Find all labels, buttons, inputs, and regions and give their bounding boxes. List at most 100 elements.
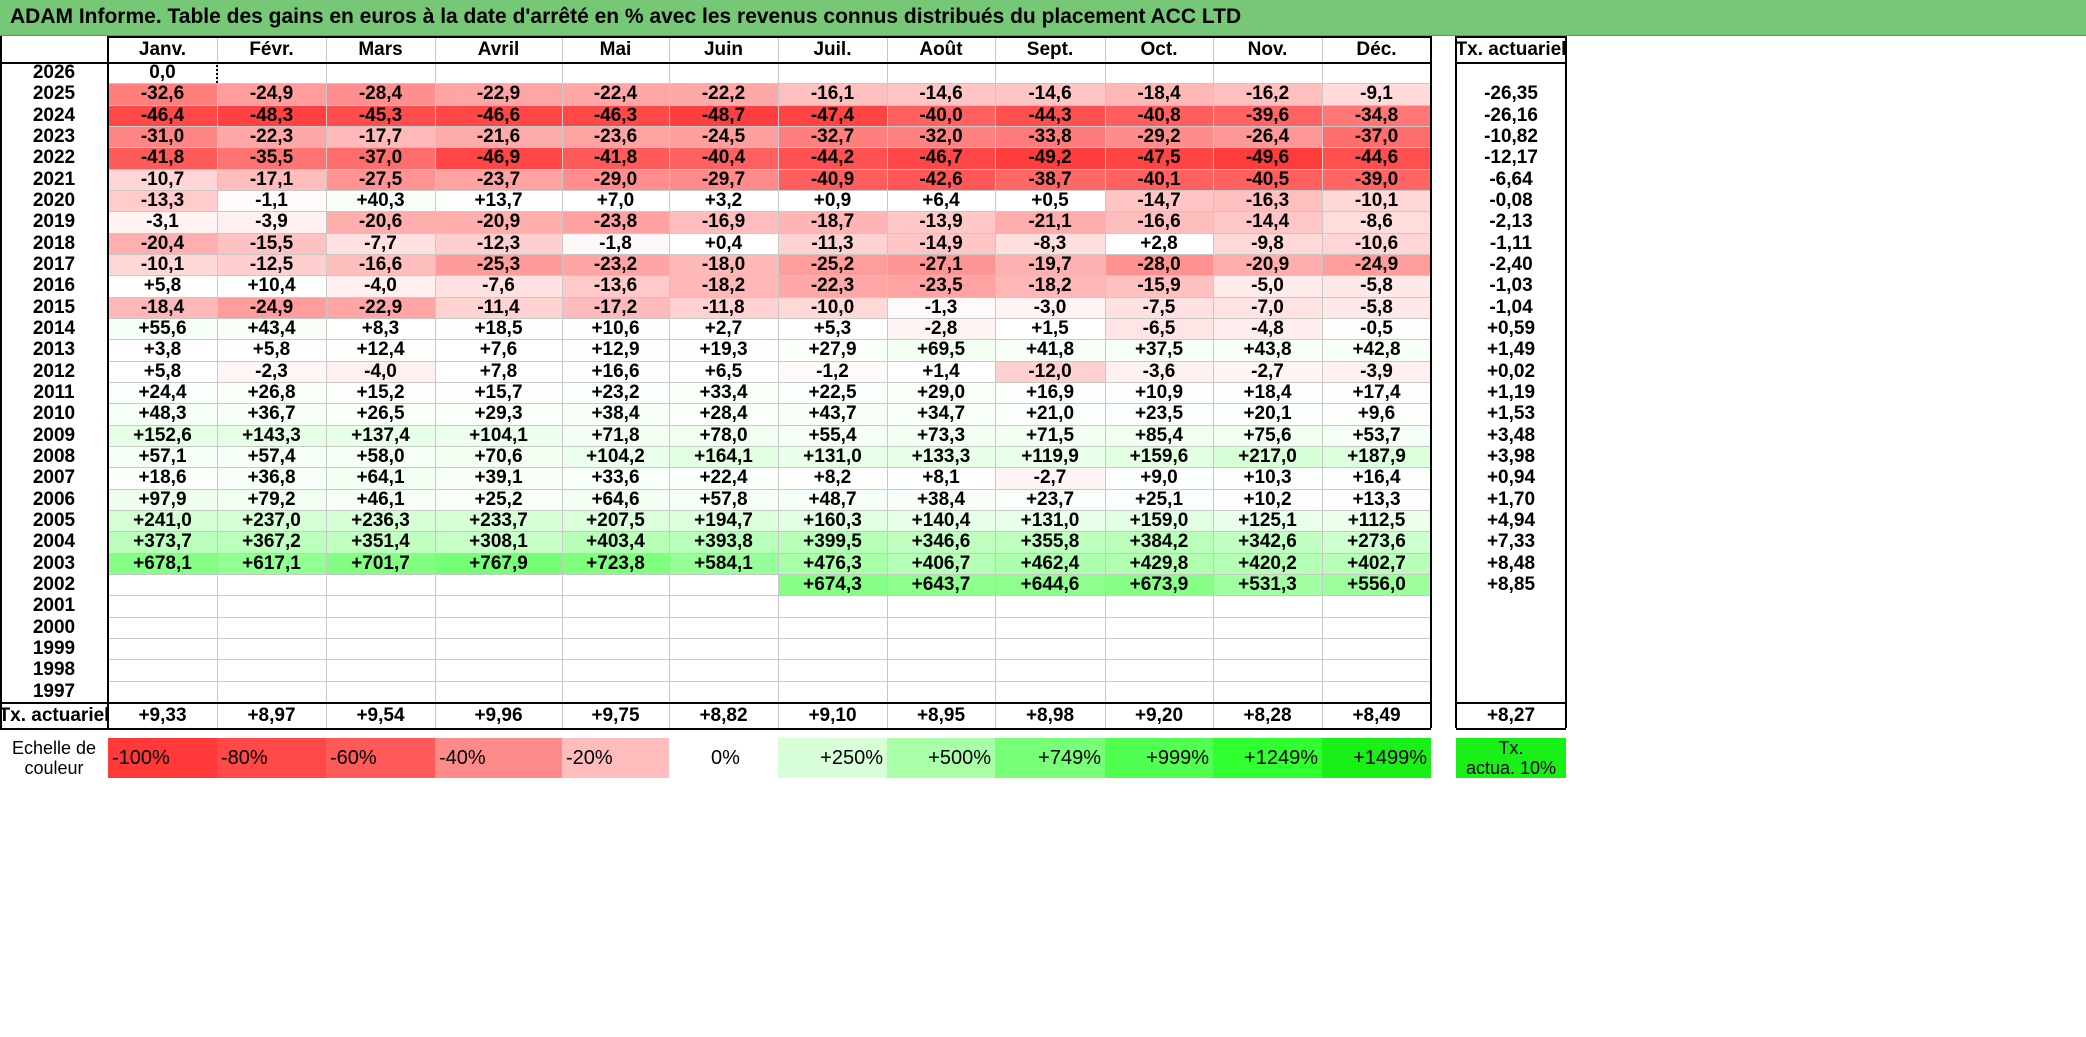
table-cell: -6,5 bbox=[1105, 317, 1213, 340]
table-cell bbox=[995, 637, 1105, 660]
table-cell: -18,4 bbox=[1105, 83, 1213, 105]
table-cell: +33,6 bbox=[562, 467, 669, 489]
table-cell: +767,9 bbox=[435, 552, 562, 574]
table-cell: -8,3 bbox=[995, 232, 1105, 254]
table-cell: +701,7 bbox=[326, 552, 435, 574]
table-cell: -10,0 bbox=[778, 296, 887, 318]
totals-cell: +8,28 bbox=[1243, 704, 1292, 726]
grid-line bbox=[0, 62, 1431, 64]
table-cell bbox=[108, 616, 217, 638]
table-cell bbox=[669, 659, 778, 681]
table-cell: +119,9 bbox=[995, 445, 1105, 468]
rate-cell: -26,16 bbox=[1456, 104, 1566, 126]
table-cell bbox=[108, 659, 217, 681]
legend-swatch: +500% bbox=[887, 738, 995, 778]
table-cell: -35,5 bbox=[217, 147, 326, 169]
grid-line bbox=[325, 36, 327, 702]
table-cell: -24,9 bbox=[1322, 253, 1431, 276]
table-cell: +355,8 bbox=[995, 531, 1105, 553]
grid-line bbox=[668, 36, 670, 702]
table-cell: +674,3 bbox=[778, 573, 887, 596]
table-cell bbox=[887, 659, 995, 681]
table-cell: -23,5 bbox=[887, 275, 995, 297]
table-cell: +207,5 bbox=[562, 509, 669, 532]
table-cell: -14,4 bbox=[1213, 211, 1322, 233]
table-cell bbox=[108, 595, 217, 617]
table-cell: +273,6 bbox=[1322, 531, 1431, 553]
year-label: 2016 bbox=[32, 275, 76, 297]
table-cell: -10,6 bbox=[1322, 232, 1431, 254]
table-cell: -3,1 bbox=[108, 211, 217, 233]
table-cell: -49,6 bbox=[1213, 147, 1322, 169]
table-cell bbox=[669, 680, 778, 702]
table-cell: -16,9 bbox=[669, 211, 778, 233]
grid-line bbox=[108, 253, 1431, 255]
rate-cell: -2,40 bbox=[1456, 253, 1566, 276]
year-label: 2024 bbox=[32, 104, 76, 126]
table-cell bbox=[778, 595, 887, 617]
rate-cell bbox=[1456, 637, 1566, 660]
table-cell: -16,1 bbox=[778, 83, 887, 105]
table-cell bbox=[995, 659, 1105, 681]
legend-rate-line1: Tx. bbox=[1498, 738, 1524, 758]
table-cell: -21,1 bbox=[995, 211, 1105, 233]
table-cell: -14,9 bbox=[887, 232, 995, 254]
table-cell: -19,7 bbox=[995, 253, 1105, 276]
table-cell: -22,9 bbox=[326, 296, 435, 318]
table-cell: +3,8 bbox=[108, 339, 217, 361]
table-cell bbox=[1105, 595, 1213, 617]
grid-line bbox=[1565, 702, 1567, 728]
table-cell bbox=[1322, 659, 1431, 681]
table-cell: +16,6 bbox=[562, 360, 669, 382]
table-cell: +133,3 bbox=[887, 445, 995, 468]
table-cell: -48,3 bbox=[217, 104, 326, 126]
table-cell: +85,4 bbox=[1105, 424, 1213, 446]
rate-cell: +1,19 bbox=[1456, 381, 1566, 404]
table-cell: +131,0 bbox=[778, 445, 887, 468]
table-cell bbox=[326, 637, 435, 660]
table-cell: +17,4 bbox=[1322, 381, 1431, 404]
rate-cell: +4,94 bbox=[1456, 509, 1566, 532]
table-cell: +15,7 bbox=[435, 381, 562, 404]
table-cell: +13,7 bbox=[435, 189, 562, 212]
table-cell: +28,4 bbox=[669, 403, 778, 425]
table-cell: -40,4 bbox=[669, 147, 778, 169]
table-cell bbox=[887, 680, 995, 702]
table-cell: +351,4 bbox=[326, 531, 435, 553]
rate-cell bbox=[1456, 680, 1566, 702]
rate-cell: +3,48 bbox=[1456, 424, 1566, 446]
table-cell: +69,5 bbox=[887, 339, 995, 361]
table-cell: -2,8 bbox=[887, 317, 995, 340]
legend-swatch: -60% bbox=[326, 738, 435, 778]
table-cell bbox=[108, 637, 217, 660]
table-cell bbox=[995, 680, 1105, 702]
table-cell: -23,6 bbox=[562, 125, 669, 148]
table-cell: +617,1 bbox=[217, 552, 326, 574]
rate-cell: +7,33 bbox=[1456, 531, 1566, 553]
year-label: 1997 bbox=[32, 680, 76, 702]
table-cell: -16,2 bbox=[1213, 83, 1322, 105]
table-cell: -3,6 bbox=[1105, 360, 1213, 382]
table-cell: +73,3 bbox=[887, 424, 995, 446]
grid-line bbox=[1104, 702, 1106, 728]
table-cell: -27,5 bbox=[326, 168, 435, 190]
table-cell bbox=[1105, 616, 1213, 638]
table-cell bbox=[435, 659, 562, 681]
table-cell: +42,8 bbox=[1322, 339, 1431, 361]
table-cell: -16,6 bbox=[326, 253, 435, 276]
grid-line bbox=[108, 317, 1431, 319]
table-cell bbox=[435, 573, 562, 596]
grid-line bbox=[1565, 36, 1567, 702]
table-cell: +10,6 bbox=[562, 317, 669, 340]
rate-cell: -2,13 bbox=[1456, 211, 1566, 233]
grid-line bbox=[108, 573, 1431, 575]
table-cell: +0,9 bbox=[778, 189, 887, 212]
legend-label-line1: Echelle de bbox=[11, 738, 97, 758]
table-cell: +12,9 bbox=[562, 339, 669, 361]
legend-swatch: +749% bbox=[995, 738, 1105, 778]
table-cell: +6,4 bbox=[887, 189, 995, 212]
table-cell: -23,8 bbox=[562, 211, 669, 233]
table-cell: -2,3 bbox=[217, 360, 326, 382]
table-cell: +38,4 bbox=[887, 488, 995, 510]
table-cell: -25,3 bbox=[435, 253, 562, 276]
